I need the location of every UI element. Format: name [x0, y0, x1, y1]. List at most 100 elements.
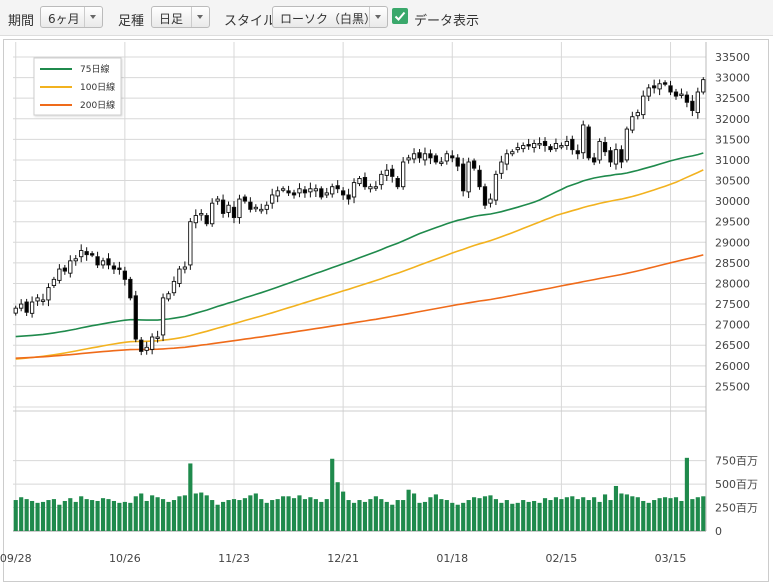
- candle: [171, 276, 177, 296]
- candle-body: [62, 267, 67, 272]
- volume-bar: [537, 502, 542, 531]
- volume-bar: [286, 496, 291, 531]
- volume-bar: [521, 500, 526, 531]
- volume-bar: [248, 495, 253, 531]
- price-tick-label: 25500: [715, 380, 750, 393]
- volume-bar: [553, 497, 559, 531]
- candle: [313, 184, 318, 197]
- candle: [117, 261, 122, 275]
- candle: [455, 154, 460, 172]
- candle-body: [215, 198, 220, 202]
- price-tick-label: 26000: [715, 360, 750, 373]
- volume-bar: [548, 500, 553, 531]
- candle-body: [461, 163, 466, 192]
- style-select[interactable]: ローソク（白黒）: [272, 6, 388, 28]
- date-axis-labels: 09/28 10/26 11/23 12/21 01/18 02/15 03/15: [0, 552, 686, 565]
- candle: [695, 87, 700, 119]
- candle: [690, 95, 695, 117]
- volume-bar: [515, 502, 520, 531]
- candle-body: [504, 153, 509, 165]
- volume-bar: [319, 501, 324, 531]
- volume-bar: [79, 496, 84, 531]
- candle-body: [122, 270, 128, 280]
- candle-body: [548, 146, 553, 151]
- volume-bar: [35, 502, 40, 531]
- data-display-checkbox[interactable]: [392, 8, 408, 24]
- volume-bar: [401, 500, 406, 531]
- candle: [177, 265, 182, 288]
- candle-body: [662, 82, 668, 85]
- volume-bar: [188, 463, 193, 531]
- candle-body: [395, 178, 400, 188]
- volume-bar: [586, 500, 591, 531]
- candle: [24, 298, 29, 316]
- candle-body: [586, 126, 591, 159]
- candle-body: [46, 287, 51, 301]
- candle: [482, 183, 488, 209]
- candle-body: [564, 140, 569, 146]
- volume-bar: [444, 500, 449, 531]
- candle-body: [433, 155, 439, 163]
- volume-bar: [111, 500, 117, 531]
- candle: [422, 147, 428, 166]
- candle-body: [619, 149, 624, 163]
- candle-body: [340, 190, 346, 196]
- candle: [613, 143, 619, 170]
- chevron-down-icon: [84, 7, 102, 27]
- candle-body: [13, 307, 18, 314]
- volume-bar: [68, 498, 73, 531]
- candle: [220, 194, 226, 218]
- volume-bar: [308, 497, 313, 531]
- price-tick-label: 32000: [715, 113, 750, 126]
- candle-body: [553, 143, 559, 150]
- candle-body: [237, 198, 242, 219]
- candle: [302, 186, 308, 198]
- candle: [504, 149, 509, 171]
- volume-bar: [46, 500, 51, 531]
- volume-bar: [668, 498, 673, 531]
- volume-bar: [461, 502, 466, 531]
- volume-bar: [171, 500, 177, 531]
- candle: [226, 201, 231, 218]
- candle: [575, 144, 580, 160]
- price-tick-label: 30500: [715, 175, 750, 188]
- toolbar: 期間 6ヶ月 足種 日足 スタイル ローソク（白黒） データ表示: [0, 0, 773, 36]
- price-tick-label: 28000: [715, 277, 750, 290]
- candle: [559, 142, 564, 150]
- candle-body: [411, 153, 417, 160]
- candle-body: [220, 199, 226, 214]
- candle-body: [477, 169, 482, 188]
- volume-bar: [139, 493, 144, 531]
- candle-body: [199, 213, 204, 216]
- candle-body: [68, 260, 73, 274]
- volume-bar: [281, 496, 286, 531]
- legend-label: 100日線: [80, 81, 115, 93]
- volume-bar: [695, 497, 700, 531]
- volume-bar: [592, 497, 597, 531]
- period-select[interactable]: 6ヶ月: [40, 6, 103, 28]
- volume-bar: [477, 498, 482, 531]
- volume-bar: [635, 497, 640, 531]
- candle-body: [248, 201, 253, 210]
- volume-bar: [422, 501, 428, 531]
- candle-type-select[interactable]: 日足: [151, 6, 210, 28]
- candle: [624, 126, 630, 163]
- candle: [444, 150, 449, 165]
- candle-body: [362, 176, 368, 188]
- volume-bar: [150, 495, 155, 531]
- candle: [553, 138, 559, 152]
- candle-body: [635, 112, 640, 117]
- volume-bar: [439, 499, 444, 531]
- candle: [270, 188, 275, 209]
- volume-bar: [499, 502, 504, 531]
- candle: [466, 157, 471, 199]
- candle-body: [624, 128, 630, 161]
- candle-body: [313, 188, 318, 192]
- candle-body: [373, 186, 379, 189]
- date-tick-label: 12/21: [327, 552, 359, 565]
- volume-tick-label: 750百万: [715, 455, 758, 468]
- volume-bar: [630, 496, 635, 531]
- volume-bar: [117, 502, 122, 531]
- volume-bar: [395, 500, 400, 531]
